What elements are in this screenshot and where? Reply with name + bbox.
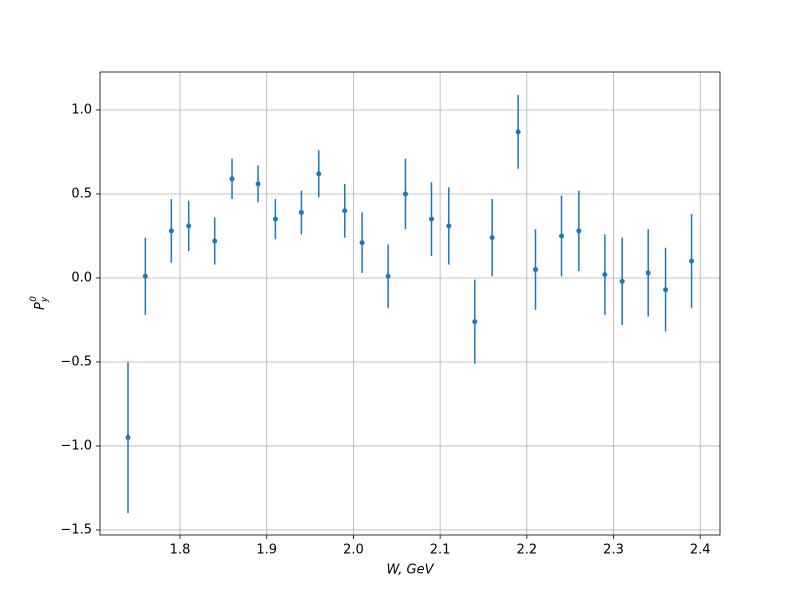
x-tick-label: 2.3 <box>603 543 624 558</box>
plot-frame <box>99 71 721 536</box>
data-point <box>402 191 408 197</box>
data-point <box>272 216 278 222</box>
x-tick-label: 2.4 <box>690 543 711 558</box>
x-tick-label: 1.8 <box>170 543 191 558</box>
x-tick-label: 1.9 <box>256 543 277 558</box>
y-tick-label: −1.5 <box>60 522 92 537</box>
data-point <box>472 319 478 325</box>
data-point <box>316 171 322 177</box>
data-point <box>342 208 348 214</box>
data-point <box>428 216 434 222</box>
data-point <box>168 228 174 234</box>
y-tick-label: −1.0 <box>60 438 92 453</box>
data-point <box>602 272 608 278</box>
data-point <box>446 223 452 229</box>
data-point <box>298 209 304 215</box>
data-point <box>359 240 365 246</box>
data-point <box>515 129 521 135</box>
data-point <box>645 270 651 276</box>
data-point <box>229 176 235 182</box>
y-tick-label: −0.5 <box>60 354 92 369</box>
data-point <box>142 273 148 279</box>
data-point <box>212 238 218 244</box>
data-point <box>385 273 391 279</box>
data-point <box>255 181 261 187</box>
data-point <box>576 228 582 234</box>
data-point <box>663 287 669 293</box>
data-point <box>186 223 192 229</box>
y-label-sub: y <box>40 296 50 303</box>
y-tick-label: 0.0 <box>71 270 92 285</box>
data-point <box>559 233 565 239</box>
data-point <box>125 435 131 441</box>
x-tick-label: 2.0 <box>343 543 364 558</box>
x-tick-label: 2.2 <box>516 543 537 558</box>
y-tick-label: 0.5 <box>71 186 92 201</box>
x-axis-label: W, GeV <box>386 563 434 578</box>
x-tick-label: 2.1 <box>430 543 451 558</box>
data-point <box>532 267 538 273</box>
y-label-base: P <box>33 302 48 310</box>
y-label-sup: 0 <box>29 296 39 302</box>
y-axis-label: Py0 <box>29 296 50 310</box>
data-point <box>619 278 625 284</box>
data-point <box>689 258 695 264</box>
data-point <box>489 235 495 241</box>
y-tick-label: 1.0 <box>71 102 92 117</box>
